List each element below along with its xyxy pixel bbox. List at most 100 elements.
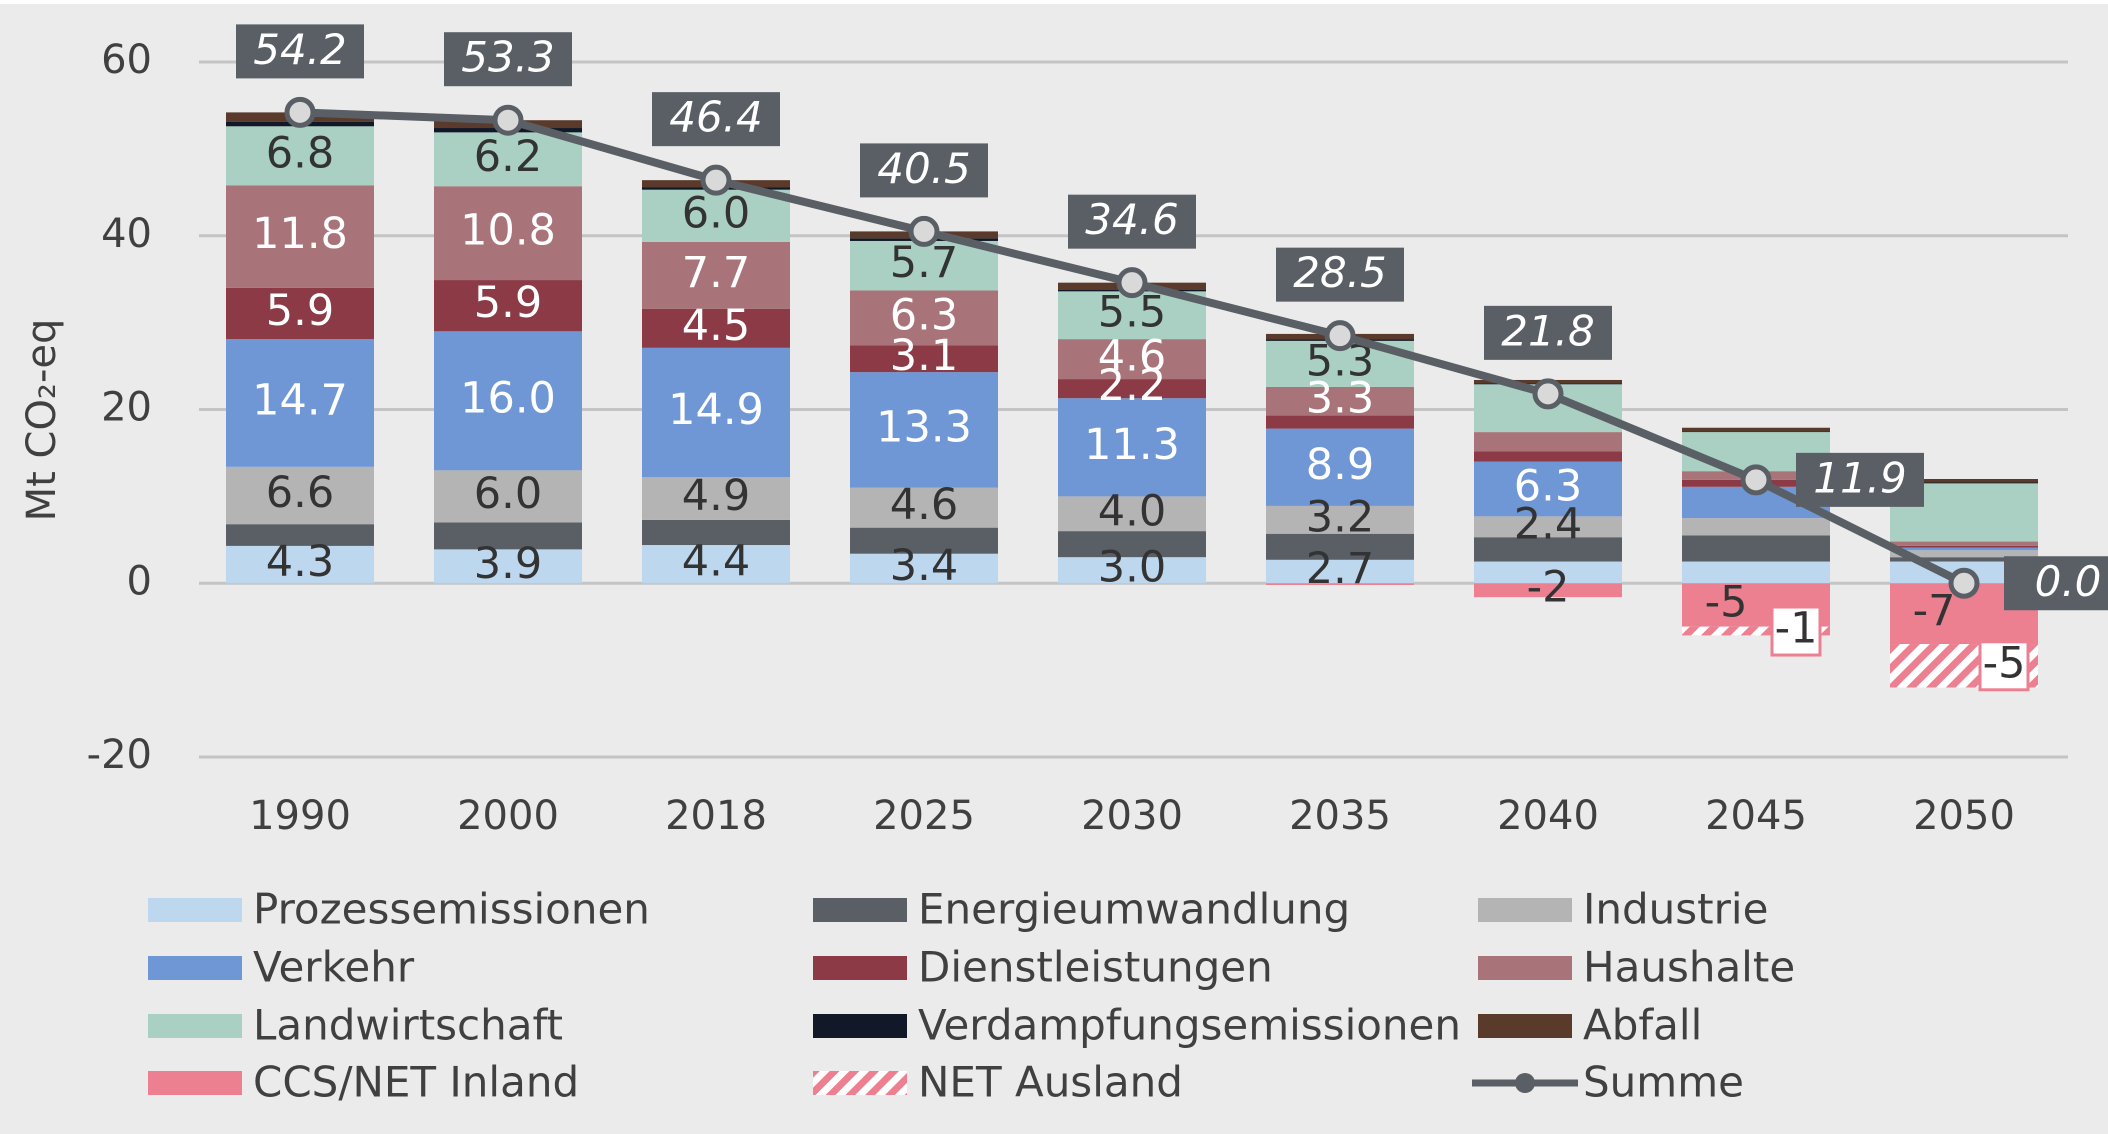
bar-segment [1058,379,1206,399]
sum-label: 46.4 [669,93,763,142]
data-label: 4.0 [1098,486,1166,536]
bar-segment [1266,386,1414,416]
data-label: 5.9 [266,286,334,336]
bar-segment [226,524,374,546]
sum-label-box [1484,305,1612,360]
x-tick-label: 1990 [249,793,351,839]
sum-label: 34.6 [1085,195,1179,244]
data-label: 4.5 [682,301,750,351]
bar-segment [642,189,790,242]
legend-label: Abfall [1583,1001,1702,1050]
bar-segment [1266,559,1414,584]
bar-segment [850,372,998,488]
y-tick-label: 20 [101,385,152,431]
data-label: 13.3 [876,402,972,452]
x-tick-label: 2030 [1081,793,1183,839]
sum-point [1116,267,1148,299]
bar-segment [1890,482,2038,484]
bar-segment [850,345,998,373]
data-label: 7.7 [682,248,750,298]
bar-segment [850,487,998,528]
legend-label: Landwirtschaft [253,1001,563,1050]
bar-segment [1474,583,1622,598]
legend-label: Summe [1583,1058,1744,1107]
legend-label: Haushalte [1583,943,1795,992]
bar-segment [226,185,374,288]
x-tick-label: 2040 [1497,793,1599,839]
legend-swatch [1478,1014,1572,1038]
legend-swatch [148,1014,242,1038]
data-label: 6.0 [682,188,750,238]
bar-segment [1890,545,2038,548]
bar-segment [1474,461,1622,517]
sum-label-box [860,143,988,198]
bar-segment [434,331,582,471]
bar-segment [850,240,998,291]
data-label: 4.4 [682,537,750,587]
legend-label: NET Ausland [918,1058,1183,1107]
bar-segment [226,287,374,340]
y-axis-label: Mt CO₂-eq [19,319,65,522]
data-label: 3.9 [474,539,542,589]
bar-segment [434,132,582,187]
legend-dot [1515,1073,1535,1093]
sum-point [700,164,732,196]
bar-segment [1266,505,1414,534]
legend-swatch [148,956,242,980]
sum-label: 0.0 [2035,557,2102,606]
bar-segment [850,527,998,554]
x-tick-label: 2025 [873,793,975,839]
bar-segment [434,549,582,584]
bar-segment [1474,451,1622,462]
y-tick-label: 60 [101,37,152,83]
data-label: 10.8 [460,206,556,256]
data-label: 5.9 [474,278,542,328]
data-label: 4.3 [266,537,334,587]
y-tick-label: 40 [101,211,152,257]
bar-segment [1266,428,1414,506]
data-label: 6.3 [1514,461,1582,511]
sum-point [1740,464,1772,496]
legend-label: Verdampfungsemissionen [918,1001,1461,1050]
bar-segment [850,290,998,346]
data-label: 2.2 [1098,361,1166,411]
bar-segment [1266,415,1414,429]
sum-label-box [1796,452,1924,507]
legend-label: Dienstleistungen [918,943,1273,992]
legend-label: Energieumwandlung [918,885,1350,934]
y-tick-label: 0 [127,558,152,604]
data-label: 11.3 [1084,420,1180,470]
sum-label-box [1068,194,1196,249]
legend-swatch [1478,956,1572,980]
legend-swatch [813,956,907,980]
sum-point [1324,320,1356,352]
data-label: 14.9 [668,385,764,435]
bar-segment [1890,479,2038,483]
bar-segment [1266,583,1414,585]
bar-segment [1682,431,1830,433]
legend-swatch [148,898,242,922]
bar-segment [1474,516,1622,538]
data-label: 6.6 [266,468,334,518]
legend-swatch [1478,898,1572,922]
data-label: 8.9 [1306,440,1374,490]
bar-segment [226,126,374,186]
data-label: -1 [1775,604,1818,654]
bar-segment [850,553,998,584]
bar-segment [1474,432,1622,452]
x-tick-label: 2000 [457,793,559,839]
bar-segment [1890,557,2038,562]
data-label: 4.6 [1098,332,1166,382]
bar-segment [1058,557,1206,584]
bar-segment [1682,518,1830,536]
sum-point [1532,378,1564,410]
sum-label-box [236,24,364,79]
data-label: -5 [1705,577,1748,627]
legend-label: Verkehr [253,943,415,992]
sum-label-box [2004,556,2108,611]
data-label: -5 [1983,638,2026,688]
bar-segment [226,339,374,467]
bar-segment [1890,550,2038,558]
label-box [1978,640,2030,692]
